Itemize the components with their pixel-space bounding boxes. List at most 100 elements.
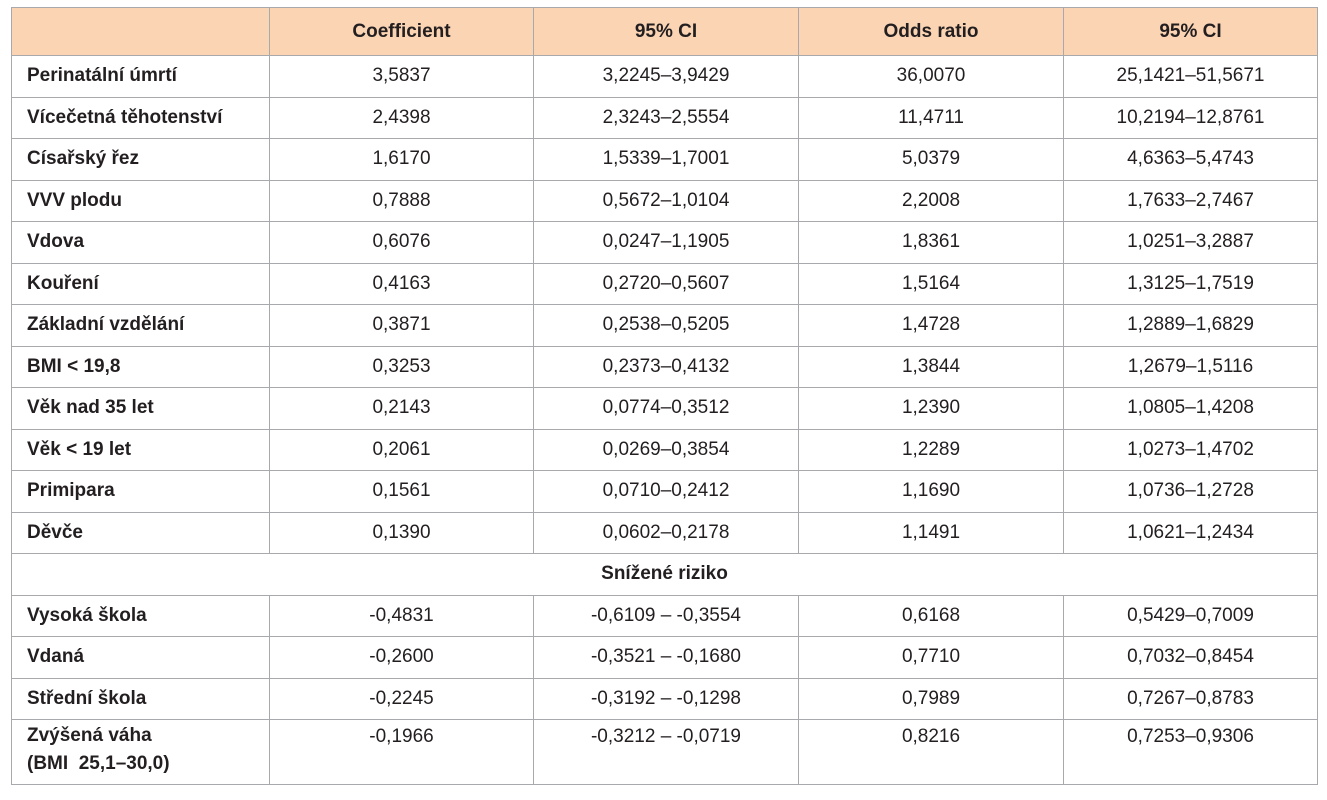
cell-label: Vysoká škola: [11, 594, 270, 637]
cell-odds-ratio: 1,2289: [798, 428, 1064, 471]
cell-odds-ratio: 1,5164: [798, 262, 1064, 305]
cell-odds-ratio: 0,7710: [798, 636, 1064, 679]
cell-or-ci: 0,5429–0,7009: [1063, 594, 1318, 637]
cell-or-ci: 25,1421–51,5671: [1063, 55, 1318, 98]
header-cell-odds-ratio: Odds ratio: [798, 7, 1064, 56]
cell-ci: 2,3243–2,5554: [533, 96, 799, 139]
cell-or-ci: 1,0273–1,4702: [1063, 428, 1318, 471]
table-row: Perinatální úmrtí 3,5837 3,2245–3,9429 36,0…: [11, 55, 1318, 98]
cell-or-ci: 1,0621–1,2434: [1063, 511, 1318, 554]
header-cell-ci: 95% CI: [533, 7, 799, 56]
cell-odds-ratio: 1,1491: [798, 511, 1064, 554]
table-row: Střední škola -0,2245 -0,3192 – -0,1298 0,7…: [11, 677, 1318, 720]
cell-label: Zvýšená váha (BMI 25,1–30,0): [11, 719, 270, 785]
cell-or-ci: 1,2889–1,6829: [1063, 304, 1318, 347]
header-row: Coefficient 95% CI Odds ratio 95% CI: [11, 7, 1318, 56]
cell-coefficient: 0,7888: [269, 179, 534, 222]
cell-odds-ratio: 11,4711: [798, 96, 1064, 139]
cell-or-ci: 0,7253–0,9306: [1063, 719, 1318, 785]
cell-or-ci: 10,2194–12,8761: [1063, 96, 1318, 139]
cell-odds-ratio: 1,8361: [798, 221, 1064, 264]
cell-odds-ratio: 0,6168: [798, 594, 1064, 637]
cell-label: Vícečetná těhotenství: [11, 96, 270, 139]
cell-ci: 0,2538–0,5205: [533, 304, 799, 347]
cell-odds-ratio: 1,2390: [798, 387, 1064, 430]
cell-coefficient: -0,2600: [269, 636, 534, 679]
table-row: Kouření 0,4163 0,2720–0,5607 1,5164 1,3125–1…: [11, 262, 1318, 305]
cell-ci: 0,2373–0,4132: [533, 345, 799, 388]
cell-odds-ratio: 1,1690: [798, 470, 1064, 513]
cell-odds-ratio: 5,0379: [798, 138, 1064, 181]
cell-ci: 0,0247–1,1905: [533, 221, 799, 264]
cell-ci: -0,3212 – -0,0719: [533, 719, 799, 785]
table-row: Věk < 19 let 0,2061 0,0269–0,3854 1,2289 1,0…: [11, 428, 1318, 471]
cell-label: Věk nad 35 let: [11, 387, 270, 430]
cell-label: Základní vzdělání: [11, 304, 270, 347]
table-row: Vysoká škola -0,4831 -0,6109 – -0,3554 0,61…: [11, 594, 1318, 637]
cell-or-ci: 1,0251–3,2887: [1063, 221, 1318, 264]
table-row: Primipara 0,1561 0,0710–0,2412 1,1690 1,0736…: [11, 470, 1318, 513]
header-cell-coefficient: Coefficient: [269, 7, 534, 56]
cell-ci: 3,2245–3,9429: [533, 55, 799, 98]
cell-odds-ratio: 2,2008: [798, 179, 1064, 222]
cell-odds-ratio: 1,3844: [798, 345, 1064, 388]
table-row: Věk nad 35 let 0,2143 0,0774–0,3512 1,2390 1…: [11, 387, 1318, 430]
cell-or-ci: 1,2679–1,5116: [1063, 345, 1318, 388]
cell-label: BMI < 19,8: [11, 345, 270, 388]
cell-odds-ratio: 0,8216: [798, 719, 1064, 785]
cell-or-ci: 1,0805–1,4208: [1063, 387, 1318, 430]
cell-or-ci: 1,7633–2,7467: [1063, 179, 1318, 222]
table-row: Císařský řez 1,6170 1,5339–1,7001 5,0379 4,6…: [11, 138, 1318, 181]
cell-label: Vdaná: [11, 636, 270, 679]
cell-coefficient: 0,1561: [269, 470, 534, 513]
cell-ci: 0,0774–0,3512: [533, 387, 799, 430]
table-row: Děvče 0,1390 0,0602–0,2178 1,1491 1,0621–1,2…: [11, 511, 1318, 554]
table-row: Vícečetná těhotenství 2,4398 2,3243–2,5554…: [11, 96, 1318, 139]
cell-ci: 0,0602–0,2178: [533, 511, 799, 554]
cell-ci: 0,2720–0,5607: [533, 262, 799, 305]
cell-coefficient: -0,2245: [269, 677, 534, 720]
cell-odds-ratio: 1,4728: [798, 304, 1064, 347]
cell-ci: 0,0269–0,3854: [533, 428, 799, 471]
cell-coefficient: 3,5837: [269, 55, 534, 98]
cell-ci: 0,5672–1,0104: [533, 179, 799, 222]
cell-ci: -0,3521 – -0,1680: [533, 636, 799, 679]
cell-ci: -0,6109 – -0,3554: [533, 594, 799, 637]
cell-coefficient: 0,6076: [269, 221, 534, 264]
cell-coefficient: -0,4831: [269, 594, 534, 637]
cell-label: Perinatální úmrtí: [11, 55, 270, 98]
table-row: Vdova 0,6076 0,0247–1,1905 1,8361 1,0251–3,2…: [11, 221, 1318, 264]
cell-or-ci: 1,0736–1,2728: [1063, 470, 1318, 513]
cell-label: Primipara: [11, 470, 270, 513]
cell-ci: -0,3192 – -0,1298: [533, 677, 799, 720]
cell-ci: 0,0710–0,2412: [533, 470, 799, 513]
cell-label: Kouření: [11, 262, 270, 305]
cell-coefficient: -0,1966: [269, 719, 534, 785]
cell-label-line2: (BMI 25,1–30,0): [27, 753, 170, 774]
table-row: Zvýšená váha (BMI 25,1–30,0) -0,1966 -0,321…: [11, 719, 1318, 785]
cell-or-ci: 1,3125–1,7519: [1063, 262, 1318, 305]
cell-label: Věk < 19 let: [11, 428, 270, 471]
cell-coefficient: 1,6170: [269, 138, 534, 181]
header-cell-label: [11, 7, 270, 56]
table-body: Perinatální úmrtí 3,5837 3,2245–3,9429 36,0…: [11, 55, 1318, 785]
cell-label-line1: Zvýšená váha: [27, 725, 152, 746]
cell-coefficient: 0,4163: [269, 262, 534, 305]
cell-coefficient: 0,1390: [269, 511, 534, 554]
table-row: Základní vzdělání 0,3871 0,2538–0,5205 1,47…: [11, 304, 1318, 347]
cell-label: Děvče: [11, 511, 270, 554]
cell-or-ci: 0,7267–0,8783: [1063, 677, 1318, 720]
cell-coefficient: 0,2143: [269, 387, 534, 430]
cell-coefficient: 0,3253: [269, 345, 534, 388]
cell-coefficient: 0,2061: [269, 428, 534, 471]
cell-label: Vdova: [11, 221, 270, 264]
results-table: Coefficient 95% CI Odds ratio 95% CI Per…: [11, 7, 1318, 785]
cell-coefficient: 2,4398: [269, 96, 534, 139]
cell-label: Císařský řez: [11, 138, 270, 181]
cell-coefficient: 0,3871: [269, 304, 534, 347]
cell-odds-ratio: 36,0070: [798, 55, 1064, 98]
cell-ci: 1,5339–1,7001: [533, 138, 799, 181]
section-row: Snížené riziko: [11, 553, 1318, 596]
cell-or-ci: 0,7032–0,8454: [1063, 636, 1318, 679]
cell-label: VVV plodu: [11, 179, 270, 222]
